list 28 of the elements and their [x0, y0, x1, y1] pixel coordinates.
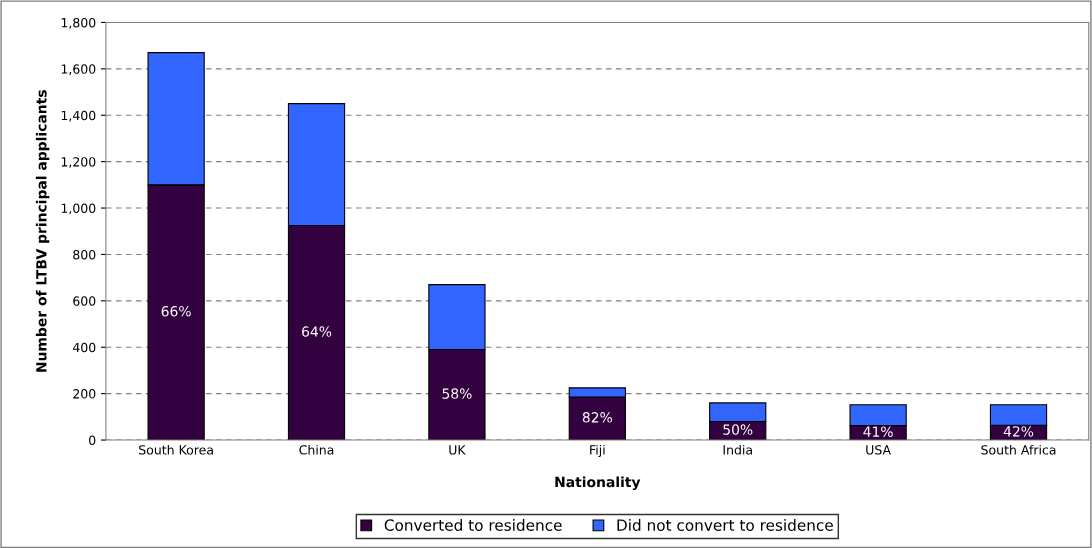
- y-tick-label: 600: [73, 296, 96, 306]
- y-tick-label: 0: [89, 435, 96, 445]
- y-tick-label: 1,400: [61, 110, 96, 122]
- y-tick-label: 1,600: [61, 64, 96, 76]
- y-tick-label: 1,800: [61, 17, 96, 29]
- x-tick-label: South Africa: [981, 444, 1056, 455]
- x-tick-label: India: [723, 444, 752, 455]
- y-axis-title: Number of LTBV principal applicants: [35, 90, 50, 372]
- annotation: 50%: [723, 424, 753, 435]
- annotation: 42%: [1003, 426, 1034, 437]
- annotation: 66%: [161, 305, 191, 317]
- y-tick-label: 800: [73, 249, 96, 260]
- x-axis-title: Nationality: [555, 476, 641, 490]
- legend-label: Converted to residence: [384, 519, 562, 531]
- x-tick-label: Fiji: [590, 444, 605, 457]
- x-tick-label: UK: [449, 445, 466, 455]
- y-tick-label: 400: [72, 342, 96, 353]
- y-tick-label: 1,000: [61, 203, 96, 215]
- x-tick-label: China: [299, 444, 334, 455]
- y-tick-label: 1,200: [61, 157, 96, 168]
- legend-label: Did not convert to residence: [617, 519, 833, 531]
- annotation: 82%: [582, 412, 612, 423]
- x-tick-label: USA: [866, 445, 891, 455]
- y-tick-label: 200: [73, 389, 96, 399]
- annotation: 64%: [302, 326, 332, 337]
- x-tick-label: South Korea: [139, 444, 213, 455]
- annotation: 58%: [442, 388, 472, 399]
- annotation: 41%: [863, 426, 893, 437]
